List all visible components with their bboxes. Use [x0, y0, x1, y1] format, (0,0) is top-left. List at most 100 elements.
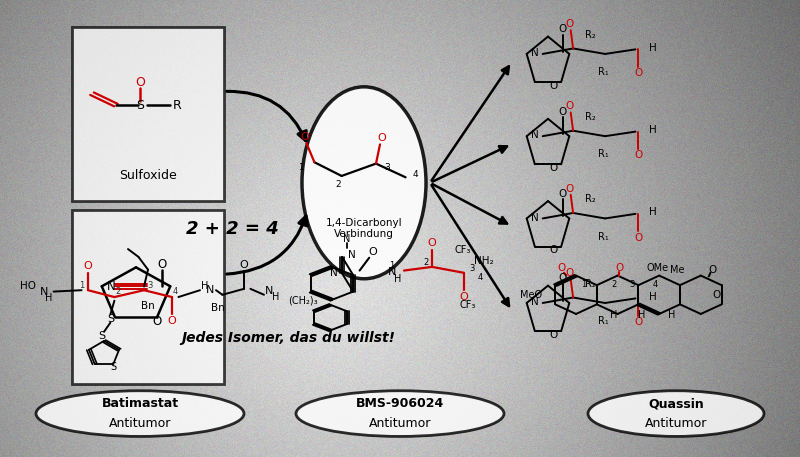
Text: 3: 3	[384, 163, 390, 172]
Ellipse shape	[588, 391, 764, 436]
Text: H: H	[201, 281, 209, 291]
Text: O: O	[709, 265, 717, 275]
Text: Me: Me	[670, 265, 684, 275]
Text: R₁: R₁	[598, 67, 609, 77]
Text: N: N	[206, 285, 214, 295]
Text: Antitumor: Antitumor	[369, 417, 431, 430]
Text: 2: 2	[611, 280, 616, 289]
Text: R₂: R₂	[586, 112, 596, 122]
Text: O: O	[615, 263, 623, 273]
Text: (CH₂)₃: (CH₂)₃	[288, 296, 318, 306]
Text: H: H	[650, 125, 657, 135]
Text: 2 + 2 = 4: 2 + 2 = 4	[186, 219, 278, 238]
Text: O: O	[566, 184, 574, 194]
Text: S: S	[98, 331, 105, 341]
Text: Bn: Bn	[210, 303, 225, 313]
Text: R₁: R₁	[598, 232, 609, 242]
Text: O: O	[549, 163, 558, 173]
Text: O: O	[634, 150, 643, 160]
Text: O: O	[549, 330, 558, 340]
Text: H: H	[45, 293, 53, 303]
Text: Antitumor: Antitumor	[645, 417, 707, 430]
Text: O: O	[460, 292, 468, 302]
Text: Jedes Isomer, das du willst!: Jedes Isomer, das du willst!	[181, 331, 395, 345]
Text: 3: 3	[470, 264, 474, 273]
Text: Bn: Bn	[141, 301, 155, 311]
Text: N: N	[348, 250, 355, 260]
Text: R: R	[174, 99, 182, 112]
Text: N: N	[531, 297, 538, 307]
Text: O: O	[549, 245, 558, 255]
Text: Batimastat: Batimastat	[102, 397, 178, 410]
Text: R₂: R₂	[586, 279, 596, 289]
Text: 2: 2	[335, 180, 342, 189]
Text: OMe: OMe	[646, 263, 669, 273]
Text: 1: 1	[298, 163, 305, 172]
Text: N: N	[107, 280, 116, 293]
Text: H: H	[638, 310, 646, 320]
Text: R₁: R₁	[598, 149, 609, 159]
Text: S: S	[136, 99, 144, 112]
Text: 1: 1	[390, 261, 394, 271]
Text: H: H	[271, 292, 279, 302]
Text: S: S	[110, 362, 116, 372]
Ellipse shape	[302, 87, 426, 279]
Text: 4: 4	[653, 280, 658, 289]
Ellipse shape	[36, 391, 244, 436]
Text: O: O	[566, 101, 574, 112]
Bar	[72, 210, 224, 384]
Text: CF₃: CF₃	[454, 244, 470, 255]
Text: O: O	[84, 261, 92, 271]
Text: BMS-906024: BMS-906024	[356, 397, 444, 410]
Text: O: O	[634, 317, 643, 327]
Text: N: N	[40, 287, 48, 298]
Text: O: O	[369, 247, 378, 257]
Text: S: S	[107, 314, 114, 324]
Text: Sulfoxide: Sulfoxide	[119, 170, 177, 182]
Text: 4: 4	[412, 170, 418, 179]
Text: H: H	[650, 207, 657, 217]
Text: N: N	[531, 213, 538, 223]
Text: O: O	[558, 189, 566, 199]
Text: MeO: MeO	[520, 290, 542, 300]
Text: O: O	[558, 263, 566, 273]
Text: N: N	[388, 267, 396, 277]
Text: H: H	[650, 43, 657, 53]
Text: R₁: R₁	[598, 316, 609, 326]
Text: O: O	[378, 133, 386, 143]
Text: 3: 3	[148, 281, 153, 290]
Text: 4: 4	[173, 287, 178, 296]
Text: R₂: R₂	[586, 194, 596, 204]
Text: N: N	[265, 286, 273, 296]
Text: O: O	[634, 233, 643, 243]
Text: O: O	[301, 132, 309, 142]
Text: O: O	[135, 76, 145, 89]
Text: O: O	[713, 290, 721, 300]
Text: O: O	[549, 81, 558, 90]
Text: O: O	[158, 258, 167, 271]
Text: 1: 1	[582, 280, 586, 289]
Text: R₂: R₂	[586, 30, 596, 40]
Text: O: O	[566, 268, 574, 278]
Text: O: O	[558, 106, 566, 117]
Text: H: H	[650, 292, 657, 302]
Text: H: H	[667, 310, 675, 320]
Text: 2: 2	[115, 287, 120, 296]
Text: O: O	[168, 316, 176, 326]
Text: CF₃: CF₃	[460, 300, 476, 310]
Text: N: N	[531, 48, 538, 58]
Text: O: O	[634, 68, 643, 78]
Text: 4: 4	[478, 273, 482, 282]
Ellipse shape	[296, 391, 504, 436]
Text: N: N	[531, 130, 538, 140]
Text: N: N	[330, 268, 338, 278]
Bar	[72, 27, 224, 201]
Text: HO: HO	[20, 281, 36, 291]
Text: H: H	[394, 274, 402, 284]
Text: O: O	[558, 24, 566, 34]
Text: NH₂: NH₂	[474, 256, 494, 266]
Text: N: N	[343, 234, 350, 244]
Text: O: O	[566, 19, 574, 29]
Text: O: O	[558, 273, 566, 283]
Text: 1,4-Dicarbonyl
Verbindung: 1,4-Dicarbonyl Verbindung	[326, 218, 402, 239]
